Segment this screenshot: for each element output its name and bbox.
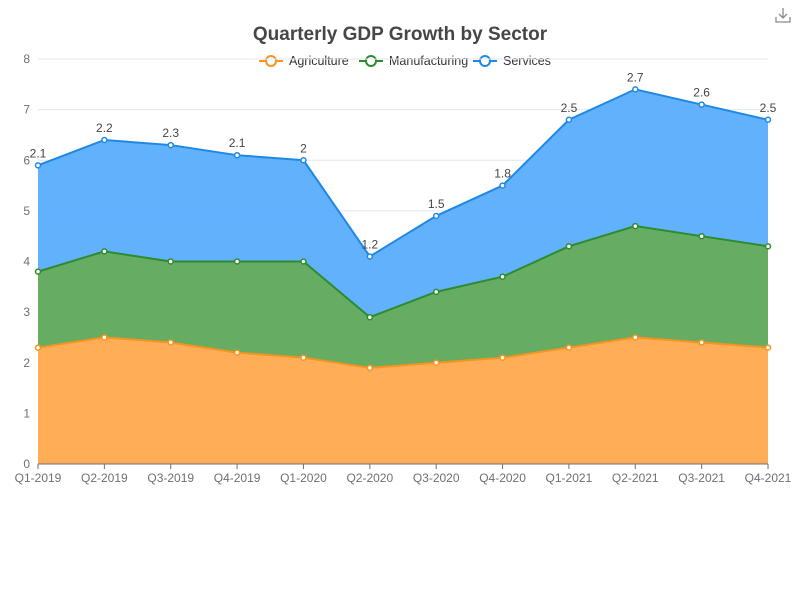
points: [34, 86, 772, 372]
x-tick-label: Q3-2019: [147, 471, 194, 485]
line-agriculture: [37, 336, 769, 369]
x-tick-label: Q2-2019: [81, 471, 128, 485]
axes: 0 1 2 3 4 5 6 7 8 Q1-2019 Q2-2019 Q3-2019 Q4-2019 Q1-…: [15, 52, 792, 485]
point-agriculture[interactable]: [167, 339, 174, 346]
point-services[interactable]: [34, 162, 42, 169]
point-agriculture[interactable]: [366, 364, 374, 372]
y-tick-label: 3: [23, 305, 30, 319]
legend-marker: [265, 55, 277, 67]
data-label: 1.2: [361, 237, 378, 251]
data-labels: 2.1 2.2 2.3 2.1 2 1.2 1.5 1.8 2.5 2.7 2.6 2.5: [30, 70, 777, 251]
legend-item-services[interactable]: Services: [473, 54, 551, 68]
data-label: 1.8: [494, 167, 511, 181]
point-agriculture[interactable]: [432, 359, 440, 366]
data-label: 2.3: [162, 126, 179, 140]
chart-title: Quarterly GDP Growth by Sector: [253, 24, 548, 45]
point-services[interactable]: [300, 157, 307, 164]
x-tick-label: Q3-2020: [413, 471, 460, 485]
y-tick-label: 5: [23, 204, 30, 218]
point-agriculture[interactable]: [34, 344, 42, 351]
y-tick-label: 6: [23, 153, 30, 167]
data-label: 2.5: [561, 101, 578, 115]
point-agriculture[interactable]: [300, 354, 307, 361]
point-services[interactable]: [499, 182, 506, 189]
point-services[interactable]: [764, 116, 772, 123]
data-label: 2: [300, 141, 307, 155]
point-services[interactable]: [167, 141, 174, 149]
point-manufacturing[interactable]: [764, 243, 772, 250]
point-manufacturing[interactable]: [34, 268, 42, 275]
point-manufacturing[interactable]: [432, 288, 440, 296]
line-manufacturing: [37, 225, 769, 319]
point-services[interactable]: [698, 101, 705, 108]
x-tick-label: Q4-2021: [745, 471, 792, 485]
x-tick-label: Q1-2019: [15, 471, 62, 485]
point-manufacturing[interactable]: [101, 248, 108, 255]
point-manufacturing[interactable]: [499, 273, 506, 280]
x-tick-label: Q1-2020: [280, 471, 327, 485]
point-services[interactable]: [366, 253, 374, 260]
y-tick-label: 8: [23, 52, 30, 66]
point-manufacturing[interactable]: [366, 313, 374, 321]
data-label: 2.6: [693, 86, 710, 100]
point-manufacturing[interactable]: [632, 222, 639, 230]
x-tick-label: Q4-2019: [214, 471, 261, 485]
y-tick-label: 7: [23, 103, 30, 117]
data-label: 2.1: [30, 146, 47, 160]
data-label: 1.5: [428, 197, 445, 211]
y-tick-label: 4: [23, 255, 30, 269]
point-agriculture[interactable]: [101, 334, 108, 341]
legend-item-manufacturing[interactable]: Manufacturing: [359, 54, 468, 68]
lines: [37, 88, 769, 369]
point-agriculture[interactable]: [565, 344, 573, 351]
legend-label: Services: [503, 54, 551, 68]
point-agriculture[interactable]: [632, 334, 639, 341]
point-manufacturing[interactable]: [698, 232, 705, 240]
point-manufacturing[interactable]: [300, 258, 307, 265]
point-agriculture[interactable]: [764, 344, 772, 351]
line-services: [37, 88, 769, 258]
point-services[interactable]: [233, 151, 241, 159]
x-tick-label: Q3-2021: [678, 471, 725, 485]
x-tick-label: Q1-2021: [546, 471, 593, 485]
point-services[interactable]: [565, 116, 573, 123]
point-services[interactable]: [632, 86, 639, 93]
point-agriculture[interactable]: [499, 354, 506, 361]
data-label: 2.5: [760, 101, 777, 115]
point-services[interactable]: [432, 212, 440, 220]
data-label: 2.2: [96, 121, 113, 135]
y-tick-label: 2: [23, 356, 30, 370]
point-agriculture[interactable]: [233, 349, 241, 356]
point-agriculture[interactable]: [698, 339, 705, 346]
areas: [38, 89, 768, 464]
x-tick-label: Q2-2021: [612, 471, 659, 485]
point-manufacturing[interactable]: [565, 243, 573, 250]
y-tick-label: 0: [23, 457, 30, 471]
legend-marker: [365, 55, 377, 67]
legend-marker: [479, 55, 491, 67]
download-icon[interactable]: [774, 6, 792, 24]
point-manufacturing[interactable]: [233, 258, 241, 265]
data-label: 2.7: [627, 70, 644, 84]
x-tick-label: Q2-2020: [346, 471, 393, 485]
y-tick-label: 1: [23, 406, 30, 420]
legend: Agriculture Manufacturing Services: [259, 54, 551, 68]
legend-item-agriculture[interactable]: Agriculture: [259, 54, 349, 68]
x-tick-label: Q4-2020: [479, 471, 526, 485]
area-services: [38, 89, 768, 318]
legend-label: Agriculture: [289, 54, 349, 68]
area-agriculture: [38, 337, 768, 464]
data-label: 2.1: [229, 136, 246, 150]
legend-label: Manufacturing: [389, 54, 468, 68]
point-manufacturing[interactable]: [167, 258, 174, 265]
point-services[interactable]: [101, 136, 108, 144]
